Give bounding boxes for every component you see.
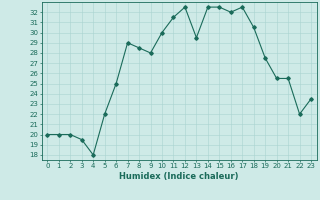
X-axis label: Humidex (Indice chaleur): Humidex (Indice chaleur) — [119, 172, 239, 181]
